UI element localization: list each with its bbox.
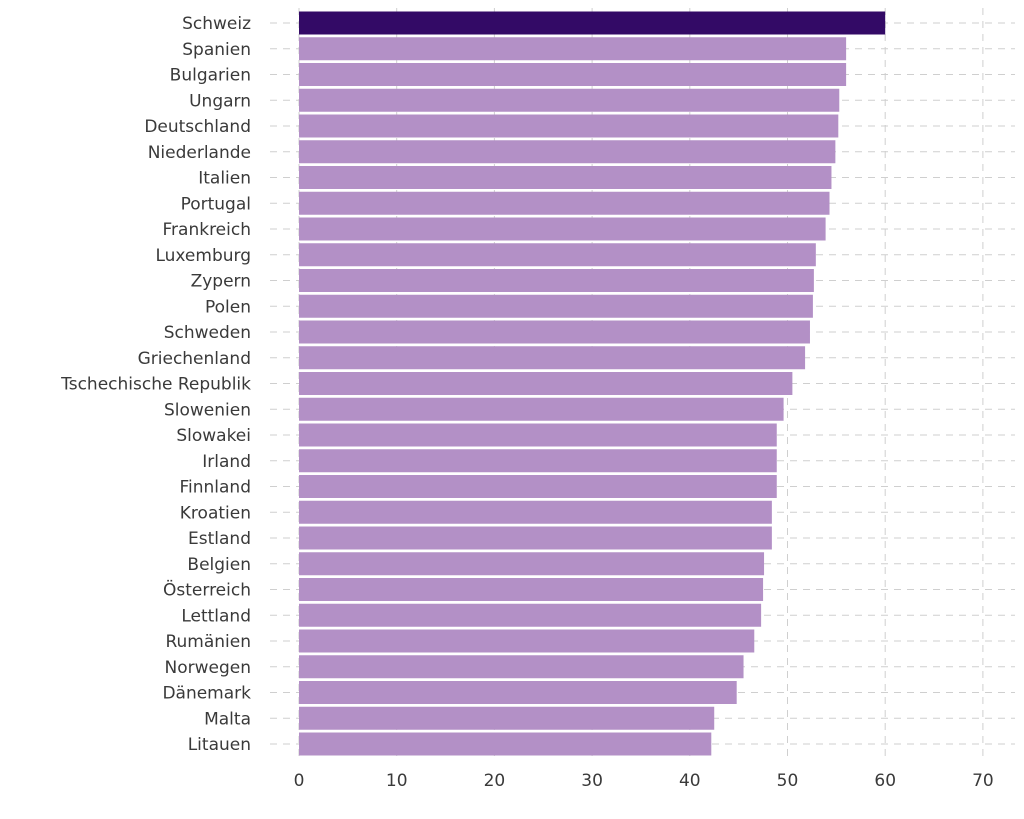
category-label: Slowenien [164,400,251,420]
bar-slowakei [299,423,777,447]
category-label: Polen [205,297,251,317]
x-tick-label: 20 [484,771,506,791]
bar-belgien [299,552,765,576]
category-label: Schweden [164,323,251,343]
category-label: Griechenland [138,349,251,369]
category-label: Portugal [181,194,251,214]
bar-spanien [299,37,847,61]
bar-frankreich [299,217,826,241]
bar-norwegen [299,655,744,679]
category-label: Belgien [187,555,251,575]
bar-rumänien [299,629,755,653]
bar-litauen [299,732,712,756]
bar-irland [299,449,777,473]
bar-griechenland [299,346,806,370]
x-tick-label: 40 [679,771,701,791]
bar-ungarn [299,88,840,112]
x-tick-label: 70 [972,771,994,791]
bar-niederlande [299,140,836,164]
x-tick-label: 10 [386,771,408,791]
bar-slowenien [299,397,784,421]
bar-portugal [299,191,830,215]
bar-bulgarien [299,63,847,86]
bar-schweiz [299,11,886,35]
category-label: Kroatien [180,503,251,523]
category-labels: Schweiz Spanien Bulgarien Ungarn Deutschland… [60,14,251,755]
bar-malta [299,706,715,730]
category-label: Rumänien [165,632,251,652]
bar-schweden [299,320,810,344]
x-axis-ticks: 0 10 20 30 40 50 60 70 [294,771,994,791]
category-label: Deutschland [144,117,251,137]
category-label: Slowakei [176,426,251,446]
category-label: Frankreich [163,220,252,240]
bar-polen [299,294,813,318]
bar-tschechische-republik [299,372,793,395]
bar-luxemburg [299,243,816,267]
bar-österreich [299,578,764,601]
category-label: Luxemburg [155,246,251,266]
category-label: Malta [204,709,251,729]
category-label: Österreich [163,579,251,601]
bar-layer [299,11,886,756]
category-label: Irland [202,452,251,472]
x-tick-label: 30 [581,771,603,791]
category-label: Spanien [182,40,251,60]
category-label: Norwegen [165,658,252,678]
x-tick-label: 60 [874,771,896,791]
bar-zypern [299,269,814,292]
category-label: Bulgarien [170,66,251,86]
bar-finnland [299,475,777,498]
x-tick-label: 50 [777,771,799,791]
category-label: Tschechische Republik [60,375,251,395]
category-label: Niederlande [148,143,251,163]
category-label: Litauen [188,735,251,755]
bar-dänemark [299,681,737,704]
bar-deutschland [299,114,839,138]
bar-estland [299,526,772,550]
category-label: Estland [188,529,251,549]
category-label: Lettland [181,606,251,626]
category-label: Schweiz [182,14,251,34]
bar-lettland [299,603,762,627]
category-label: Italien [198,169,251,189]
category-label: Finnland [179,478,251,498]
bar-italien [299,166,832,189]
category-label: Ungarn [189,91,251,111]
category-label: Dänemark [162,684,251,704]
category-label: Zypern [191,272,251,292]
bar-kroatien [299,500,772,524]
x-tick-label: 0 [294,771,305,791]
